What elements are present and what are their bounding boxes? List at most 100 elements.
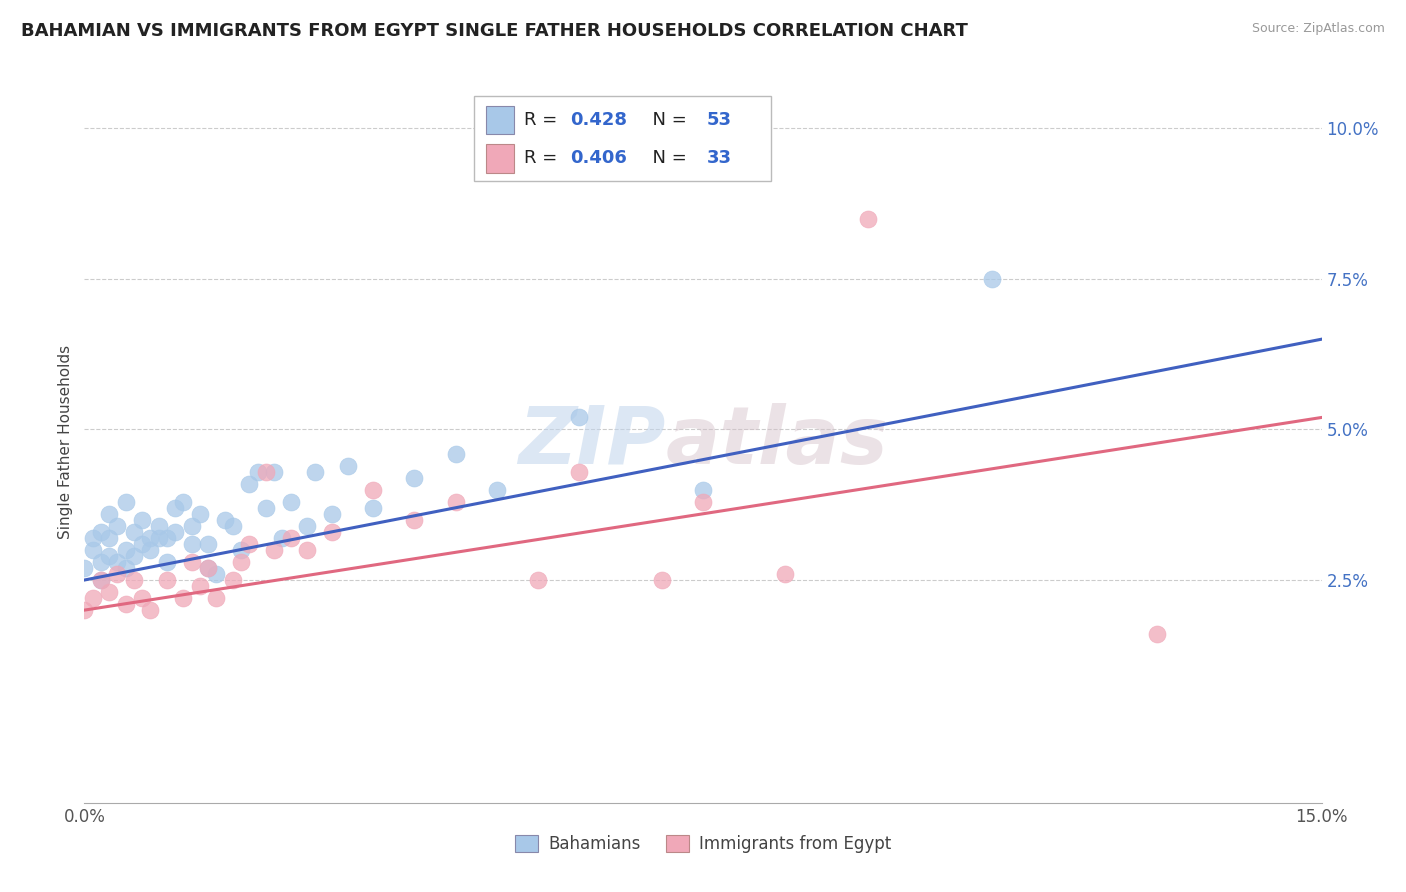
Point xyxy=(188,579,211,593)
Point xyxy=(172,591,194,606)
Point xyxy=(114,494,136,508)
Point xyxy=(321,524,343,539)
Text: N =: N = xyxy=(641,149,693,168)
Point xyxy=(165,500,187,515)
Legend: Bahamians, Immigrants from Egypt: Bahamians, Immigrants from Egypt xyxy=(508,828,898,860)
Point xyxy=(238,476,260,491)
Point xyxy=(197,537,219,551)
Point xyxy=(82,542,104,557)
Point xyxy=(90,573,112,587)
Point xyxy=(73,603,96,617)
Point xyxy=(692,494,714,508)
Point xyxy=(98,507,121,521)
Text: R =: R = xyxy=(523,149,562,168)
Point xyxy=(444,494,467,508)
Point xyxy=(205,567,228,582)
Point xyxy=(180,537,202,551)
Point xyxy=(105,555,128,569)
Point xyxy=(568,410,591,425)
Point xyxy=(122,549,145,563)
Point xyxy=(361,483,384,497)
Point xyxy=(180,518,202,533)
Text: Source: ZipAtlas.com: Source: ZipAtlas.com xyxy=(1251,22,1385,36)
Point xyxy=(98,585,121,599)
Text: 0.428: 0.428 xyxy=(571,111,627,129)
Point xyxy=(98,531,121,545)
Point xyxy=(82,591,104,606)
Point xyxy=(254,500,277,515)
Point xyxy=(156,573,179,587)
Point xyxy=(321,507,343,521)
Point xyxy=(692,483,714,497)
Point xyxy=(651,573,673,587)
Text: 53: 53 xyxy=(707,111,731,129)
FancyBboxPatch shape xyxy=(474,96,770,181)
Point xyxy=(444,446,467,460)
Point xyxy=(568,465,591,479)
Point xyxy=(229,542,252,557)
Point xyxy=(254,465,277,479)
Point xyxy=(337,458,360,473)
Point xyxy=(156,555,179,569)
Point xyxy=(527,573,550,587)
Point xyxy=(114,597,136,611)
Text: N =: N = xyxy=(641,111,693,129)
Point xyxy=(98,549,121,563)
FancyBboxPatch shape xyxy=(486,105,513,135)
Point xyxy=(180,555,202,569)
Point xyxy=(82,531,104,545)
Point xyxy=(404,470,426,484)
Point xyxy=(404,513,426,527)
Point xyxy=(304,465,326,479)
Y-axis label: Single Father Households: Single Father Households xyxy=(58,344,73,539)
Point xyxy=(229,555,252,569)
FancyBboxPatch shape xyxy=(486,144,513,173)
Point xyxy=(122,573,145,587)
Point xyxy=(361,500,384,515)
Text: 0.406: 0.406 xyxy=(571,149,627,168)
Point xyxy=(165,524,187,539)
Text: ZIP: ZIP xyxy=(519,402,666,481)
Point xyxy=(263,542,285,557)
Point xyxy=(295,518,318,533)
Point xyxy=(197,561,219,575)
Point xyxy=(271,531,294,545)
Point xyxy=(280,531,302,545)
Point xyxy=(148,531,170,545)
Text: R =: R = xyxy=(523,111,562,129)
Point xyxy=(114,561,136,575)
Point xyxy=(205,591,228,606)
Point xyxy=(1146,627,1168,641)
Point xyxy=(90,524,112,539)
Point xyxy=(90,573,112,587)
Point xyxy=(214,513,236,527)
Point xyxy=(980,272,1002,286)
Text: BAHAMIAN VS IMMIGRANTS FROM EGYPT SINGLE FATHER HOUSEHOLDS CORRELATION CHART: BAHAMIAN VS IMMIGRANTS FROM EGYPT SINGLE… xyxy=(21,22,967,40)
Point xyxy=(246,465,269,479)
Point xyxy=(131,537,153,551)
Point xyxy=(856,211,879,226)
Text: 33: 33 xyxy=(707,149,731,168)
Point xyxy=(263,465,285,479)
Text: atlas: atlas xyxy=(666,402,889,481)
Point xyxy=(73,561,96,575)
Point xyxy=(131,513,153,527)
Point xyxy=(156,531,179,545)
Point xyxy=(222,573,245,587)
Point xyxy=(485,483,508,497)
Point xyxy=(197,561,219,575)
Point xyxy=(105,567,128,582)
Point xyxy=(131,591,153,606)
Point xyxy=(114,542,136,557)
Point xyxy=(775,567,797,582)
Point xyxy=(148,518,170,533)
Point xyxy=(105,518,128,533)
Point xyxy=(90,555,112,569)
Point xyxy=(139,542,162,557)
Point xyxy=(122,524,145,539)
Point xyxy=(222,518,245,533)
Point xyxy=(295,542,318,557)
Point xyxy=(139,531,162,545)
Point xyxy=(139,603,162,617)
Point xyxy=(280,494,302,508)
